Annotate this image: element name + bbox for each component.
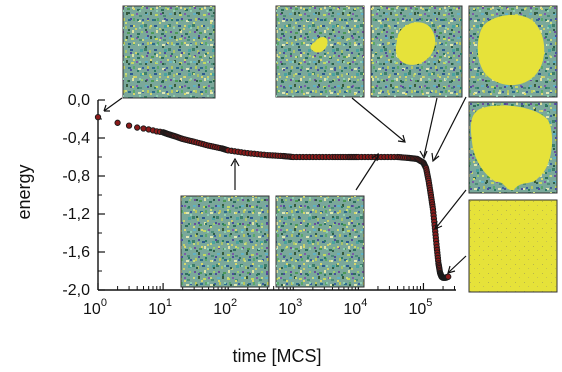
arrow-t8 — [447, 255, 467, 274]
x-tick-base: 10 — [148, 301, 166, 318]
snapshot-t1 — [122, 5, 216, 99]
x-tick-exponent: 3 — [296, 297, 302, 309]
y-tick-label: -0,4 — [62, 130, 90, 147]
x-tick-label: 105 — [408, 297, 432, 318]
x-tick-exponent: 0 — [101, 297, 107, 309]
data-point — [125, 122, 133, 129]
arrow-t7 — [434, 189, 467, 231]
data-point — [445, 273, 452, 280]
snapshot-t2 — [180, 195, 270, 288]
y-tick-label: -0,8 — [62, 168, 90, 185]
snapshot-t5 — [370, 5, 463, 98]
x-tick-base: 10 — [83, 301, 101, 318]
snapshot-t7 — [468, 101, 558, 194]
snapshot-t4 — [275, 5, 365, 98]
x-tick-exponent: 4 — [361, 297, 367, 309]
x-tick-label: 101 — [148, 297, 172, 318]
x-tick-exponent: 1 — [166, 297, 172, 309]
x-tick-label: 100 — [83, 297, 107, 318]
data-series — [94, 113, 452, 281]
y-tick-label: 0,0 — [68, 92, 90, 109]
x-tick-label: 102 — [213, 297, 237, 318]
x-tick-label: 104 — [343, 297, 367, 318]
arrow-t5 — [419, 97, 438, 160]
y-axis-title: energy — [14, 164, 34, 219]
x-axis-title: time [MCS] — [232, 346, 321, 366]
data-point — [114, 119, 121, 126]
snapshot-arrows — [103, 96, 467, 274]
arrow-t6 — [431, 96, 467, 163]
x-tick-base: 10 — [408, 301, 426, 318]
x-tick-base: 10 — [278, 301, 296, 318]
y-tick-label: -1,6 — [62, 244, 90, 261]
x-tick-exponent: 2 — [231, 297, 237, 309]
y-tick-label: -1,2 — [62, 206, 90, 223]
x-tick-base: 10 — [213, 301, 231, 318]
snapshots — [122, 5, 558, 293]
data-point — [140, 125, 147, 132]
y-tick-label: -2,0 — [62, 282, 90, 299]
snapshot-t8 — [468, 199, 558, 293]
data-point — [94, 113, 102, 121]
x-tick-exponent: 5 — [426, 297, 432, 309]
axes: 0,0-0,4-0,8-1,2-1,6-2,0 100 101 102 103 104 1… — [62, 92, 456, 318]
x-tick-label: 103 — [278, 297, 302, 318]
arrow-t1 — [103, 97, 123, 112]
x-tick-base: 10 — [343, 301, 361, 318]
data-point — [134, 124, 141, 131]
arrow-t4 — [351, 97, 406, 143]
arrow-t3 — [355, 152, 379, 191]
y-ticks: 0,0 -0,4 -0,8 -1,2 -1,6 -2,0 — [62, 92, 105, 299]
snapshot-t3 — [275, 195, 365, 288]
snapshot-t6 — [468, 5, 558, 98]
x-ticks: 100 101 102 103 104 105 — [83, 283, 456, 318]
arrow-t2 — [230, 157, 240, 190]
